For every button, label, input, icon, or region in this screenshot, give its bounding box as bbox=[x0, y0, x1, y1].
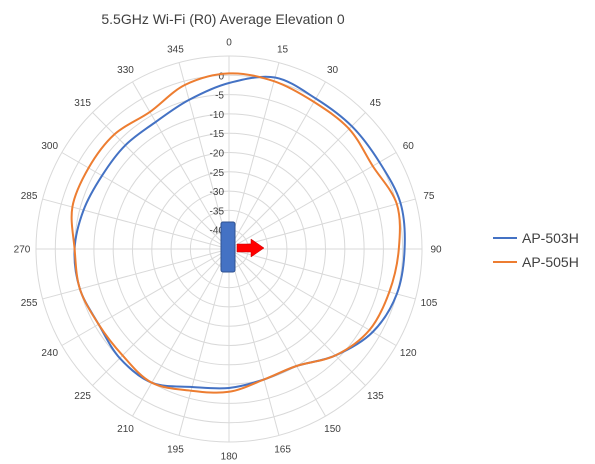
angle-tick-label: 0 bbox=[226, 38, 232, 49]
grid-spoke bbox=[178, 248, 230, 436]
angle-tick-label: 300 bbox=[41, 141, 58, 152]
grid-spoke bbox=[61, 152, 230, 250]
radial-tick-label: -30 bbox=[210, 187, 225, 198]
angle-tick-label: 285 bbox=[21, 191, 38, 202]
angle-tick-label: 225 bbox=[74, 391, 91, 402]
angle-tick-label: 75 bbox=[423, 191, 435, 202]
angle-tick-label: 120 bbox=[400, 348, 417, 359]
radial-tick-label: 0 bbox=[218, 71, 224, 82]
grid-spoke bbox=[92, 112, 230, 250]
grid-spoke bbox=[178, 62, 230, 250]
angle-tick-label: 15 bbox=[277, 45, 289, 56]
angle-tick-label: 195 bbox=[167, 444, 184, 455]
angle-tick-label: 315 bbox=[74, 98, 91, 109]
angle-tick-label: 240 bbox=[41, 348, 58, 359]
angle-tick-label: 45 bbox=[370, 98, 382, 109]
radial-tick-labels: 0 -5 -10 -15 -20 -25 -30 -35 -40 bbox=[210, 71, 225, 236]
radial-tick-label: -35 bbox=[210, 206, 225, 217]
legend-label: AP-503H bbox=[522, 230, 579, 246]
grid-spoke bbox=[132, 81, 230, 250]
angle-tick-label: 150 bbox=[324, 424, 341, 435]
polar-grid bbox=[35, 55, 423, 443]
angle-tick-label: 135 bbox=[367, 391, 384, 402]
grid-spoke bbox=[228, 248, 416, 300]
grid-spoke bbox=[228, 81, 326, 250]
grid-spoke bbox=[61, 248, 230, 346]
angle-tick-label: 105 bbox=[421, 298, 438, 309]
angle-tick-label: 345 bbox=[167, 45, 184, 56]
grid-spoke bbox=[132, 248, 230, 417]
radial-tick-label: -20 bbox=[210, 149, 225, 160]
angle-tick-label: 255 bbox=[21, 298, 38, 309]
angle-tick-label: 330 bbox=[117, 65, 134, 76]
radial-tick-label: -10 bbox=[210, 110, 225, 121]
grid-spoke bbox=[92, 248, 230, 386]
chart-title: 5.5GHz Wi-Fi (R0) Average Elevation 0 bbox=[101, 11, 344, 27]
angle-tick-label: 165 bbox=[274, 444, 291, 455]
grid-spoke bbox=[228, 248, 366, 386]
angle-tick-label: 180 bbox=[221, 452, 238, 463]
antenna-body-icon bbox=[220, 221, 236, 273]
series-layer bbox=[70, 72, 406, 394]
angle-tick-label: 270 bbox=[14, 245, 31, 256]
grid-spoke bbox=[42, 198, 230, 250]
angle-tick-label: 30 bbox=[327, 65, 339, 76]
grid-spoke bbox=[228, 198, 416, 250]
radial-tick-label: -5 bbox=[215, 91, 224, 102]
grid-spoke bbox=[228, 248, 326, 417]
radial-tick-label: -40 bbox=[210, 226, 225, 237]
direction-arrow-icon bbox=[236, 238, 265, 258]
grid-spoke bbox=[228, 152, 397, 250]
angle-labels: 0 15 30 45 60 75 90 105 120 135 150 165 180 195 210 225… bbox=[14, 38, 442, 463]
antenna-marker bbox=[220, 221, 265, 273]
angle-tick-label: 60 bbox=[403, 141, 415, 152]
grid-spoke bbox=[228, 248, 397, 346]
grid-spoke bbox=[228, 112, 366, 250]
grid-spoke bbox=[228, 62, 280, 250]
angle-tick-label: 90 bbox=[430, 245, 442, 256]
radial-tick-label: -15 bbox=[210, 129, 225, 140]
angle-tick-label: 210 bbox=[117, 424, 134, 435]
radial-tick-label: -25 bbox=[210, 168, 225, 179]
grid-spoke bbox=[228, 248, 280, 436]
legend-label: AP-505H bbox=[522, 254, 579, 270]
legend: AP-503H AP-505H bbox=[493, 230, 579, 270]
grid-spoke bbox=[42, 248, 230, 300]
